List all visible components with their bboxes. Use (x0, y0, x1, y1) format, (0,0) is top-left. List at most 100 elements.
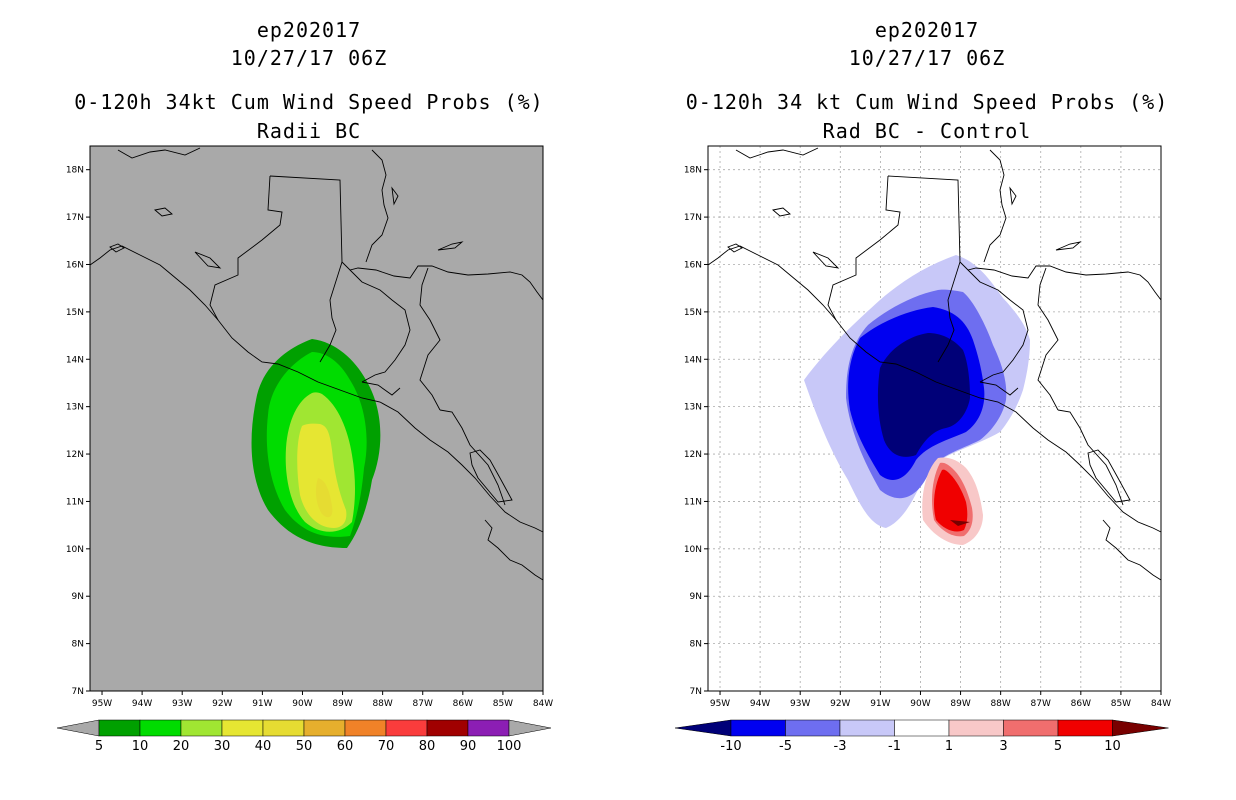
lat-tick-label: 11N (66, 497, 84, 507)
colorbar-swatch (730, 719, 786, 737)
lon-tick-label: 92W (830, 699, 850, 709)
lon-tick-label: 93W (172, 699, 192, 709)
lon-tick-label: 84W (533, 699, 553, 709)
lat-tick-label: 16N (684, 260, 702, 270)
lat-tick-label: 8N (690, 640, 702, 650)
colorbar-swatch (98, 719, 141, 737)
coastline-segment (1055, 241, 1082, 251)
colorbar-swatch (303, 719, 346, 737)
lat-tick-label: 10N (66, 545, 84, 555)
colorbar-swatch (262, 719, 305, 737)
coastline-segment (937, 261, 961, 363)
coastline-segment (484, 519, 544, 581)
colorbar-label: 60 (337, 739, 354, 754)
coastline-segment (269, 175, 544, 301)
lat-tick-label: 17N (66, 213, 84, 223)
lat-tick-label: 14N (66, 355, 84, 365)
right-subtitle: Rad BC - Control (822, 119, 1032, 143)
lat-tick-label: 7N (690, 687, 702, 697)
lat-tick-label: 10N (684, 545, 702, 555)
colorbar-swatch (344, 719, 387, 737)
lon-tick-label: 89W (332, 699, 352, 709)
colorbar-low-triangle (674, 719, 732, 737)
lat-tick-label: 17N (684, 213, 702, 223)
left-axis-ticks: 95W 94W 93W 92W 91W 90W 89W 88W 87W 86W 85W 84W 7N 8N… (66, 166, 553, 709)
colorbar-swatch (221, 719, 264, 737)
diff-contour-10 (950, 520, 970, 526)
colorbar-label: 3 (999, 739, 1007, 754)
coastline-segment (979, 381, 1019, 396)
colorbar-swatch (385, 719, 428, 737)
right-map: 95W 94W 93W 92W 91W 90W 89W 88W 87W 86W 85W 84W 7N 8N… (674, 145, 1171, 754)
coastline-segment (707, 245, 1162, 533)
lat-tick-label: 15N (66, 308, 84, 318)
lat-tick-label: 9N (690, 592, 702, 602)
colorbar-label: 10 (132, 739, 149, 754)
colorbar-label: 1 (945, 739, 953, 754)
lon-tick-label: 95W (92, 699, 112, 709)
coastline-segment (1102, 519, 1162, 581)
lat-tick-label: 13N (684, 403, 702, 413)
coastline-segment (827, 175, 901, 321)
colorbar-swatch (1003, 719, 1059, 737)
colorbar-label: 40 (255, 739, 272, 754)
right-difference-contours (804, 255, 1030, 545)
lon-tick-label: 86W (1071, 699, 1091, 709)
lat-tick-label: 12N (66, 450, 84, 460)
lon-tick-label: 94W (132, 699, 152, 709)
lon-tick-label: 88W (372, 699, 392, 709)
diff-contour-minus-10 (877, 333, 970, 457)
coastline-segment (194, 251, 222, 269)
coastline-segment (391, 186, 399, 206)
colorbar-label: 90 (460, 739, 477, 754)
right-storm-id: ep202017 (874, 18, 980, 42)
colorbar-label: 20 (173, 739, 190, 754)
diff-contour-5 (934, 469, 968, 532)
left-coastlines (89, 147, 544, 581)
coastline-segment (1009, 186, 1017, 206)
coastline-segment (117, 147, 201, 159)
coastline-segment (1087, 449, 1131, 503)
coastline-segment (1037, 267, 1059, 411)
lon-tick-label: 87W (1031, 699, 1051, 709)
colorbar-label: 100 (497, 739, 522, 754)
right-colorbar: -10 -5 -3 -1 1 3 5 10 (674, 719, 1169, 754)
colorbar-swatch (1057, 719, 1113, 737)
lon-tick-label: 93W (790, 699, 810, 709)
lat-tick-label: 18N (684, 166, 702, 176)
colorbar-high-triangle (1112, 719, 1169, 737)
lat-tick-label: 11N (684, 497, 702, 507)
coastline-segment (209, 175, 283, 321)
colorbar-swatch (426, 719, 469, 737)
left-panel: ep202017 10/27/17 06Z 0-120h 34kt Cum Wi… (56, 18, 553, 754)
lat-tick-label: 7N (72, 687, 84, 697)
lat-tick-label: 12N (684, 450, 702, 460)
lat-tick-label: 15N (684, 308, 702, 318)
coastline-segment (727, 243, 743, 253)
coastline-segment (1057, 409, 1124, 506)
colorbar-label: -5 (779, 739, 792, 754)
right-map-frame (707, 145, 1162, 692)
lon-tick-label: 88W (990, 699, 1010, 709)
lat-tick-label: 18N (66, 166, 84, 176)
colorbar-label: -1 (888, 739, 901, 754)
lon-tick-label: 86W (453, 699, 473, 709)
lon-tick-label: 95W (710, 699, 730, 709)
right-axis-ticks: 95W 94W 93W 92W 91W 90W 89W 88W 87W 86W 85W 84W 7N 8N… (684, 166, 1171, 709)
lon-tick-label: 89W (950, 699, 970, 709)
colorbar-label: 50 (296, 739, 313, 754)
lat-tick-label: 14N (684, 355, 702, 365)
colorbar-swatch (139, 719, 182, 737)
lon-tick-label: 94W (750, 699, 770, 709)
lon-tick-label: 92W (212, 699, 232, 709)
coastline-segment (89, 245, 544, 533)
coastline-segment (419, 267, 441, 411)
left-map-frame (89, 145, 544, 692)
colorbar-swatch (180, 719, 223, 737)
coastline-segment (437, 241, 464, 251)
left-map: 95W 94W 93W 92W 91W 90W 89W 88W 87W 86W 85W 84W 7N 8N… (56, 145, 553, 754)
lon-tick-label: 85W (1111, 699, 1131, 709)
coastline-segment (772, 207, 791, 217)
left-colorbar: 5 10 20 30 40 50 60 70 80 90 100 (56, 719, 552, 754)
lon-tick-label: 84W (1151, 699, 1171, 709)
